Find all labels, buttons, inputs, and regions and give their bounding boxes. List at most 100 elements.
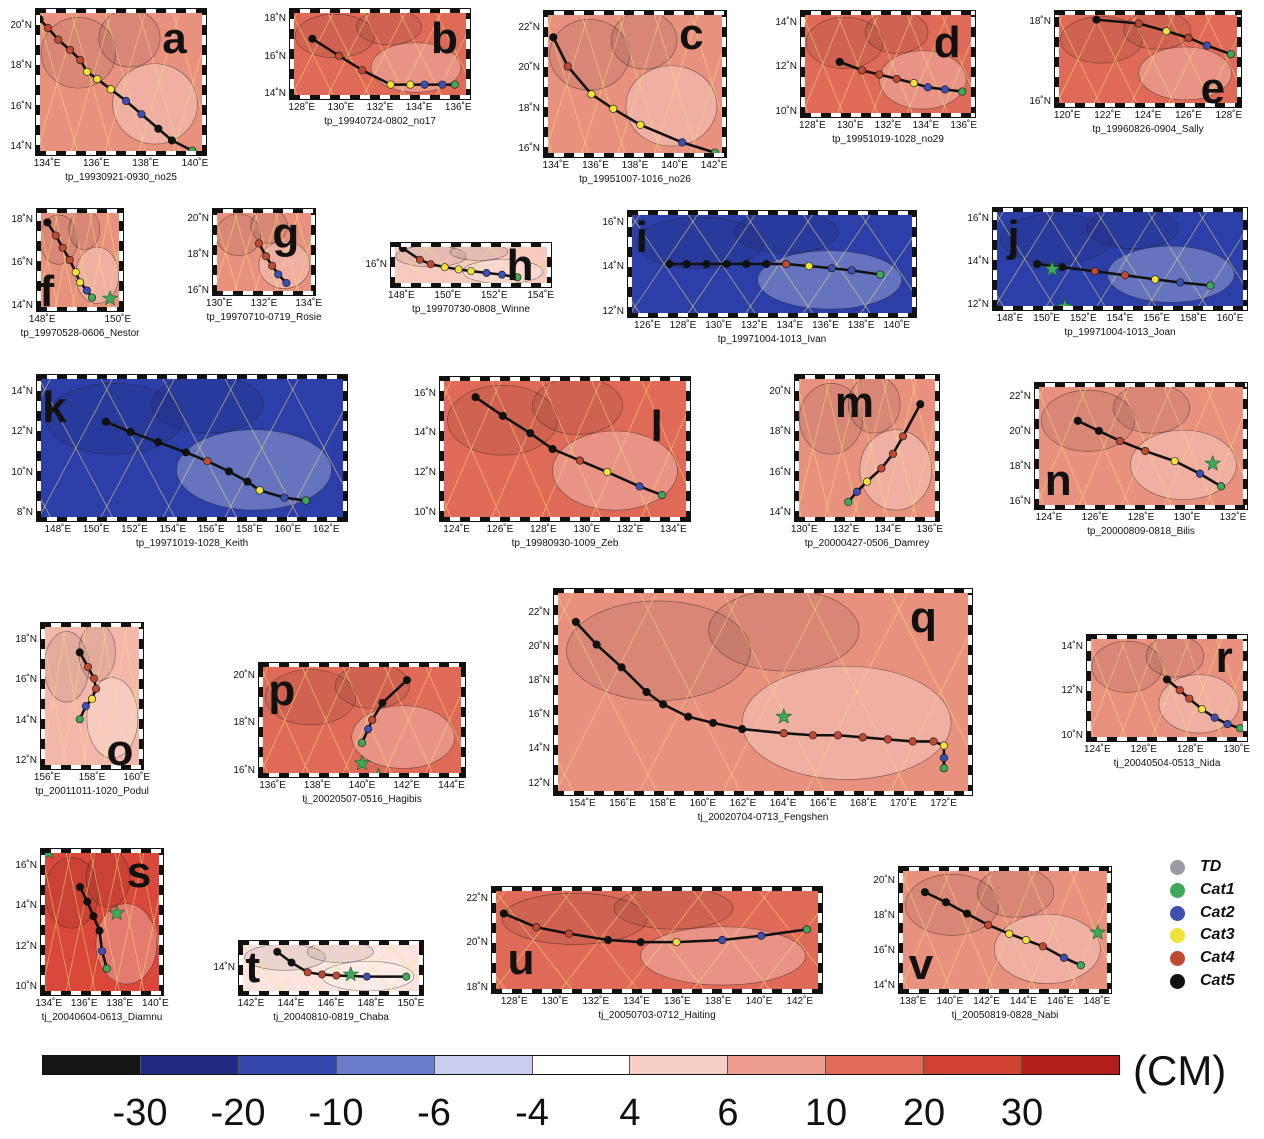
legend-swatch bbox=[1170, 905, 1185, 921]
y-tick-label: 16˚N bbox=[233, 765, 255, 777]
x-tick-label: 128˚E bbox=[1215, 110, 1243, 121]
x-tick-label: 132˚E bbox=[582, 996, 610, 1007]
map-frame bbox=[992, 207, 1248, 311]
colorbar-segment bbox=[1022, 1056, 1119, 1074]
x-tick-label: 156˚E bbox=[197, 524, 225, 535]
panel-o: o 156˚E 158˚E 160˚E 18˚N 16˚N 14˚N 12˚N tp_20011… bbox=[0, 622, 184, 802]
storm-track bbox=[571, 617, 949, 773]
track-point-cat2 bbox=[274, 270, 283, 279]
x-tick-label: 136˚E bbox=[916, 524, 944, 535]
panel-letter: t bbox=[245, 942, 261, 992]
y-tick-label: 8˚N bbox=[16, 507, 33, 519]
colorbar-segment bbox=[434, 1056, 533, 1074]
track-point-cat3 bbox=[587, 90, 596, 99]
y-tick-label: 16˚N bbox=[873, 945, 895, 957]
panel-caption: tp_19971019-1028_Keith bbox=[135, 538, 249, 549]
track-point-cat4 bbox=[1121, 271, 1130, 280]
panel-letter: r bbox=[1215, 633, 1233, 683]
legend-swatch bbox=[1170, 974, 1185, 989]
x-tick-label: 136˚E bbox=[664, 996, 691, 1007]
y-tick-label: 10˚N bbox=[1061, 729, 1083, 741]
x-tick-label: 150˚E bbox=[82, 524, 110, 535]
colorbar-tick: 10 bbox=[804, 1092, 848, 1134]
panel-i: i 126˚E 128˚E 130˚E 132˚E 134˚E 136˚E 138˚E 140˚… bbox=[587, 210, 957, 350]
track-point-cat4 bbox=[1090, 267, 1099, 276]
y-tick-label: 16˚N bbox=[1009, 496, 1031, 508]
map-frame bbox=[238, 940, 424, 996]
x-tick-label: 132˚E bbox=[366, 102, 394, 113]
track-point-cat1 bbox=[844, 497, 853, 507]
storm-track bbox=[1033, 260, 1215, 310]
y-tick-label: 12˚N bbox=[15, 755, 37, 767]
track-point-cat4 bbox=[858, 733, 867, 742]
ssh-anomaly-field bbox=[41, 849, 163, 995]
legend-swatch bbox=[1170, 951, 1185, 967]
track-point-cat5 bbox=[167, 136, 176, 145]
legend-item-cat3: Cat3 bbox=[1168, 926, 1258, 946]
track-point-cat4 bbox=[563, 62, 572, 71]
x-tick-label: 136˚E bbox=[444, 102, 472, 113]
x-tick-label: 122˚E bbox=[1094, 110, 1121, 121]
track-point-cat2 bbox=[847, 266, 856, 275]
track-point-cat1 bbox=[710, 148, 719, 157]
colorbar-tick: -4 bbox=[515, 1092, 549, 1134]
panel-letter: d bbox=[933, 17, 961, 67]
x-tick-label: 142˚E bbox=[393, 780, 421, 791]
star-marker-icon bbox=[775, 708, 793, 724]
track-point-cat4 bbox=[335, 51, 344, 60]
track-point-cat3 bbox=[603, 467, 612, 477]
y-tick-label: 14˚N bbox=[414, 427, 436, 439]
x-tick-label: 136˚E bbox=[582, 160, 609, 171]
track-point-cat2 bbox=[852, 487, 861, 496]
track-point-cat3 bbox=[106, 85, 115, 94]
x-tick-label: 124˚E bbox=[1134, 110, 1162, 121]
x-tick-label: 132˚E bbox=[250, 298, 278, 309]
y-tick-label: 14˚N bbox=[967, 256, 989, 268]
panel-letter: a bbox=[162, 13, 187, 63]
track-point-cat1 bbox=[513, 273, 522, 282]
y-tick-label: 14˚N bbox=[213, 962, 235, 973]
colorbar-segment bbox=[630, 1056, 729, 1074]
legend-item-td: TD bbox=[1168, 858, 1258, 878]
panel-caption: tp_19940724-0802_no17 bbox=[324, 116, 436, 127]
y-tick-label: 20˚N bbox=[769, 385, 791, 397]
track-line bbox=[78, 886, 109, 969]
track-point-cat2 bbox=[122, 96, 131, 106]
x-tick-label: 134˚E bbox=[912, 120, 940, 131]
panel-p: p 136˚E 138˚E 140˚E 142˚E 144˚E 20˚N 18˚N 16˚N tj… bbox=[218, 662, 506, 810]
track-point-cat3 bbox=[1170, 457, 1179, 466]
star-marker-icon bbox=[1204, 454, 1221, 471]
track-point-cat4 bbox=[808, 731, 817, 740]
track-point-cat5 bbox=[762, 259, 771, 269]
panel-letter: f bbox=[39, 267, 55, 317]
track-point-cat4 bbox=[779, 729, 788, 738]
panel-letter: q bbox=[910, 593, 937, 643]
y-tick-label: 20˚N bbox=[187, 212, 209, 224]
track-point-cat1 bbox=[450, 80, 459, 89]
x-tick-label: 134˚E bbox=[874, 524, 902, 535]
x-tick-label: 128˚E bbox=[288, 102, 316, 113]
track-point-cat3 bbox=[71, 268, 80, 277]
x-tick-label: 124˚E bbox=[1083, 744, 1111, 755]
x-tick-label: 126˚E bbox=[1081, 512, 1109, 523]
track-point-cat4 bbox=[883, 735, 892, 744]
y-tick-label: 18˚N bbox=[518, 102, 540, 114]
y-tick-label: 18˚N bbox=[264, 13, 286, 25]
panel-s: s 134˚E 136˚E 138˚E 140˚E 16˚N 14˚N 12˚N 10˚N tj_… bbox=[0, 848, 204, 1028]
x-tick-label: 132˚E bbox=[832, 524, 860, 535]
y-tick-label: 14˚N bbox=[769, 507, 791, 519]
y-tick-label: 14˚N bbox=[15, 714, 37, 726]
panel-r: r 124˚E 126˚E 128˚E 130˚E 14˚N 12˚N 10˚N tj_2004… bbox=[1046, 634, 1264, 774]
x-tick-label: 140˚E bbox=[936, 996, 964, 1007]
y-tick-label: 14˚N bbox=[264, 88, 286, 100]
panel-b: b 128˚E 130˚E 132˚E 134˚E 136˚E 18˚N 16˚N 14˚N tp… bbox=[249, 8, 511, 132]
track-point-cat4 bbox=[358, 66, 367, 75]
track-point-cat5 bbox=[471, 393, 480, 402]
track-point-cat3 bbox=[406, 80, 415, 89]
track-line bbox=[276, 950, 407, 978]
x-tick-label: 134˚E bbox=[660, 524, 687, 535]
colorbar-segment bbox=[238, 1056, 337, 1074]
x-tick-label: 144˚E bbox=[277, 998, 305, 1009]
legend-label: Cat4 bbox=[1200, 949, 1235, 967]
map-frame bbox=[258, 662, 466, 778]
